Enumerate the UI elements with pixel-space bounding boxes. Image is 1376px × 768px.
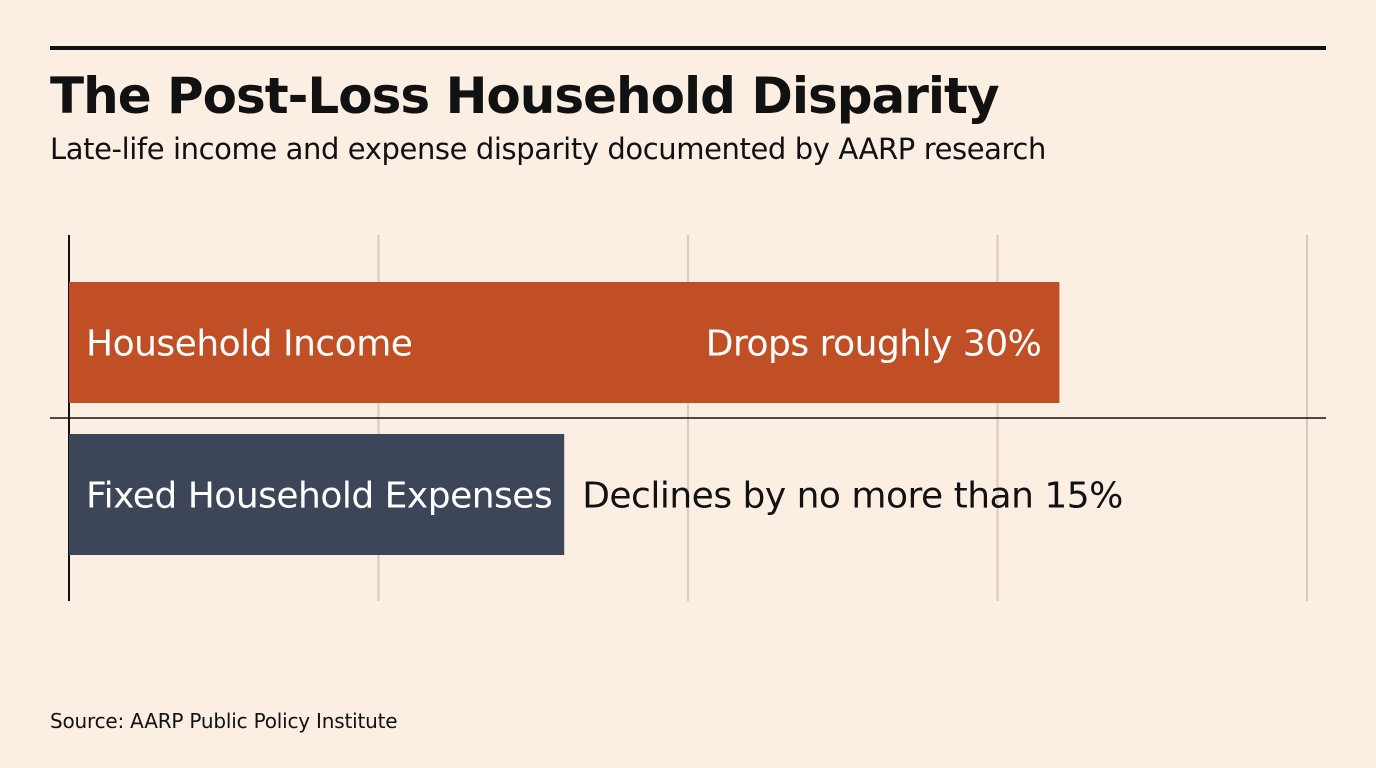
chart-subtitle: Late-life income and expense disparity d… bbox=[50, 132, 1046, 166]
value-label: Declines by no more than 15% bbox=[582, 476, 1123, 517]
chart-title: The Post-Loss Household Disparity bbox=[50, 67, 1000, 125]
label-layer: Household Income Drops roughly 30% Fixed H… bbox=[86, 324, 1123, 517]
category-label: Fixed Household Expenses bbox=[86, 476, 552, 517]
top-rule bbox=[50, 46, 1326, 50]
bar-household-income bbox=[69, 282, 1060, 403]
source-note: Source: AARP Public Policy Institute bbox=[50, 709, 398, 733]
category-label: Household Income bbox=[86, 324, 412, 365]
bar-layer bbox=[69, 282, 1060, 555]
bar-fixed-household-expenses bbox=[69, 434, 565, 555]
value-label: Drops roughly 30% bbox=[706, 324, 1042, 365]
